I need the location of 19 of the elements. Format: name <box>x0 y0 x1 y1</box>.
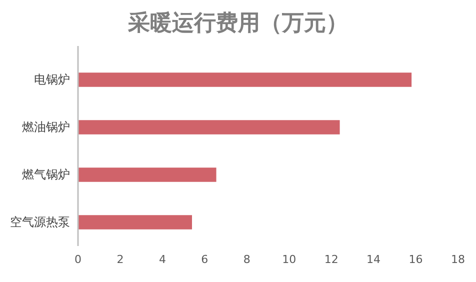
y-tick-label: 燃气锅炉 <box>22 168 70 182</box>
x-tick-label: 4 <box>158 252 166 266</box>
x-tick-label: 0 <box>74 252 82 266</box>
y-tick-label: 燃油锅炉 <box>22 120 70 134</box>
x-tick-label: 18 <box>451 252 465 266</box>
bar <box>78 72 412 87</box>
bar <box>78 215 192 230</box>
y-tick-label: 电锅炉 <box>34 72 70 87</box>
bar <box>78 168 216 182</box>
x-tick-label: 2 <box>116 252 124 266</box>
x-tick-label: 10 <box>282 252 296 266</box>
x-tick-label: 16 <box>408 252 423 266</box>
x-tick-label: 6 <box>201 252 208 266</box>
y-tick-label: 空气源热泵 <box>10 215 70 230</box>
x-tick-label: 12 <box>324 252 338 266</box>
x-tick-label: 14 <box>366 252 381 266</box>
bar <box>78 120 340 134</box>
x-tick-label: 8 <box>243 252 250 266</box>
chart-title: 采暖运行费用（万元） <box>127 11 348 36</box>
